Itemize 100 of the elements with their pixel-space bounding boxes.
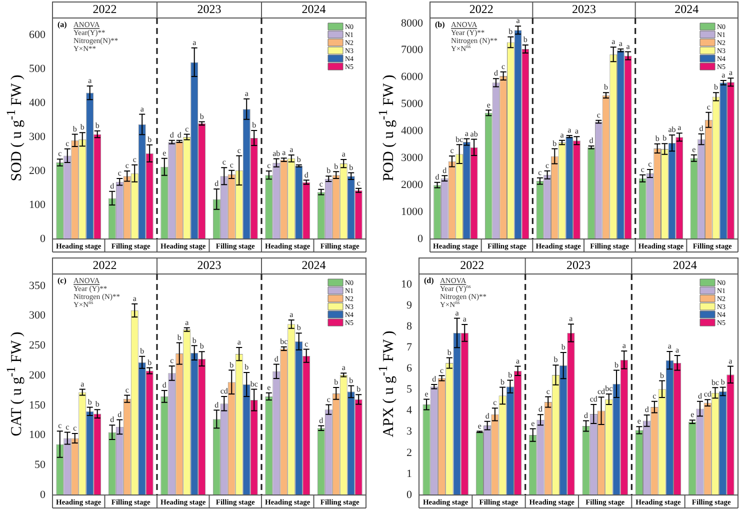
text: 2024	[674, 2, 699, 16]
data-label: c	[319, 179, 324, 188]
text: 2024	[302, 258, 326, 272]
data-label: a	[626, 42, 630, 51]
data-label: c	[237, 146, 242, 155]
data-label: d	[214, 179, 219, 188]
data-label: b	[356, 384, 361, 394]
data-label: c	[356, 178, 361, 188]
data-label: bc	[250, 379, 258, 388]
data-label: d	[442, 166, 447, 175]
data-label: a	[568, 126, 572, 135]
data-label: a	[342, 363, 346, 372]
data-label: c	[546, 386, 550, 396]
y-tick-label: 3	[406, 426, 412, 438]
chart-title: (c)	[58, 276, 67, 285]
data-label: c	[546, 160, 550, 170]
data-label: c	[493, 398, 498, 408]
data-label: a	[455, 308, 460, 318]
data-label: b	[148, 358, 152, 367]
y-tick-label: 50	[34, 459, 46, 472]
y-tick-label: 0	[40, 232, 46, 245]
data-label: c	[326, 394, 331, 404]
data-label: c	[125, 161, 130, 170]
data-label: e	[424, 389, 429, 398]
data-label: d	[274, 354, 278, 364]
data-label: b	[508, 370, 512, 380]
data-label: a	[728, 68, 733, 78]
data-label: c	[132, 154, 137, 164]
data-label: e	[162, 148, 167, 158]
y-tick-label: 6000	[401, 71, 424, 84]
data-label: b	[614, 360, 619, 370]
data-label: a	[237, 338, 242, 347]
data-label: bc	[456, 134, 464, 144]
data-label: b	[244, 362, 249, 372]
data-label: c	[66, 422, 70, 432]
data-label: b	[95, 120, 100, 130]
data-label: e	[531, 418, 536, 428]
data-label: c	[304, 339, 309, 348]
data-label: c	[222, 158, 226, 167]
data-label: b	[447, 348, 452, 357]
data-label: d	[584, 410, 588, 420]
y-tick-label: 1000	[401, 206, 424, 218]
data-label: d	[589, 136, 594, 146]
data-label: a	[668, 342, 672, 351]
data-label: a	[464, 128, 469, 138]
data-label: b	[714, 82, 718, 92]
data-label: cd	[597, 387, 606, 396]
y-tick-label: 250	[29, 340, 46, 352]
y-tick-label: 2	[406, 446, 412, 459]
data-label: b	[660, 370, 664, 380]
chart-title: (a)	[58, 20, 68, 29]
data-label: d	[304, 170, 308, 180]
y-tick-label: 3000	[401, 152, 424, 164]
text: 2023	[572, 2, 596, 16]
data-label: d	[162, 380, 166, 390]
data-label: ab	[272, 148, 280, 158]
y-tick-label: 300	[29, 310, 46, 322]
data-label: c	[66, 138, 70, 148]
data-label: a	[574, 126, 579, 136]
y-tick-label: 1	[406, 468, 412, 480]
data-label: c	[170, 356, 174, 366]
data-label: ab	[668, 125, 676, 134]
data-label: b	[296, 323, 301, 332]
data-label: c	[640, 164, 645, 174]
data-label: d	[319, 416, 324, 425]
data-label: bc	[711, 378, 720, 387]
y-tick-label: 400	[29, 96, 46, 109]
data-label: c	[58, 149, 62, 158]
data-label: a	[618, 39, 623, 48]
data-label: b	[296, 154, 301, 164]
data-label: bc	[280, 336, 288, 346]
data-label: cd	[704, 390, 712, 399]
data-label: c	[502, 62, 506, 71]
y-tick-label: 0	[40, 488, 46, 501]
data-label: a	[676, 346, 680, 355]
data-label: d	[644, 405, 649, 414]
data-label: d	[118, 410, 122, 419]
data-label: b	[554, 355, 558, 364]
data-label: e	[486, 100, 491, 110]
y-tick-label: 5	[406, 384, 412, 396]
data-label: c	[73, 424, 78, 433]
data-label: e	[478, 421, 482, 430]
data-label: c	[230, 160, 234, 170]
data-label: c	[648, 160, 652, 169]
data-label: b	[230, 360, 234, 370]
text: 2024	[302, 2, 326, 16]
data-label: b	[72, 124, 77, 134]
y-tick-label: 4	[406, 404, 412, 417]
data-label: c	[267, 161, 272, 170]
data-label: a	[612, 37, 616, 46]
data-label: a	[342, 150, 346, 159]
data-label: c	[596, 110, 601, 120]
y-tick-label: 100	[29, 429, 46, 442]
data-label: a	[728, 356, 733, 366]
y-tick-label: 7	[406, 342, 412, 354]
y-tick-label: 100	[29, 198, 46, 211]
data-label: d	[110, 415, 114, 424]
y-tick-label: 9	[406, 299, 412, 312]
data-label: d	[538, 404, 542, 414]
data-label: a	[132, 294, 137, 303]
